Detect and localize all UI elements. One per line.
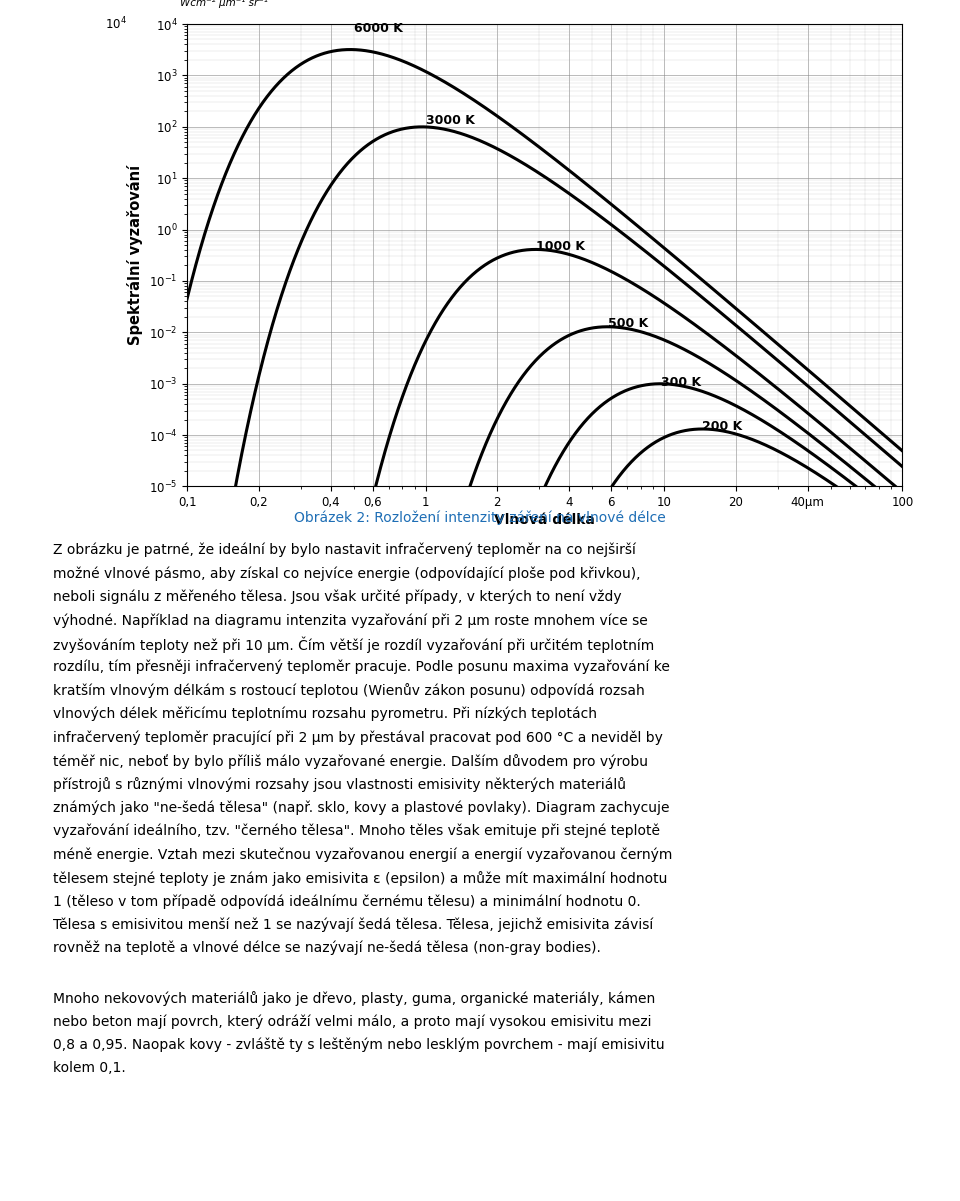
Text: přístrojů s různými vlnovými rozsahy jsou vlastnosti emisivity některých materiá: přístrojů s různými vlnovými rozsahy jso…: [53, 777, 626, 791]
Text: téměř nic, neboť by bylo příliš málo vyzařované energie. Dalším důvodem pro výro: téměř nic, neboť by bylo příliš málo vyz…: [53, 754, 648, 769]
Text: možné vlnové pásmo, aby získal co nejvíce energie (odpovídající ploše pod křivko: možné vlnové pásmo, aby získal co nejvíc…: [53, 566, 640, 581]
Text: výhodné. Například na diagramu intenzita vyzařování při 2 μm roste mnohem více s: výhodné. Například na diagramu intenzita…: [53, 613, 648, 628]
Text: vyzařování ideálního, tzv. "černého tělesa". Mnoho těles však emituje při stejné: vyzařování ideálního, tzv. "černého těle…: [53, 824, 660, 838]
Text: Wcm⁻² μm⁻¹ sr⁻¹: Wcm⁻² μm⁻¹ sr⁻¹: [180, 0, 268, 8]
Text: 300 K: 300 K: [660, 376, 701, 389]
Text: $10^4$: $10^4$: [105, 16, 127, 32]
Text: rozdílu, tím přesněji infračervený teploměr pracuje. Podle posunu maxima vyzařov: rozdílu, tím přesněji infračervený teplo…: [53, 659, 670, 675]
Text: kolem 0,1.: kolem 0,1.: [53, 1062, 126, 1075]
Text: neboli signálu z měřeného tělesa. Jsou však určité případy, v kterých to není vž: neboli signálu z měřeného tělesa. Jsou v…: [53, 590, 621, 604]
Text: Z obrázku je patrné, že ideální by bylo nastavit infračervený teploměr na co nej: Z obrázku je patrné, že ideální by bylo …: [53, 543, 636, 557]
Text: 6000 K: 6000 K: [354, 23, 402, 35]
Text: zvyšováním teploty než při 10 μm. Čím větší je rozdíl vyzařování při určitém tep: zvyšováním teploty než při 10 μm. Čím vě…: [53, 637, 654, 653]
Text: méně energie. Vztah mezi skutečnou vyzařovanou energií a energií vyzařovanou čer: méně energie. Vztah mezi skutečnou vyzař…: [53, 848, 672, 862]
Text: 1 (těleso v tom případě odpovídá ideálnímu černému tělesu) a minimální hodnotu 0: 1 (těleso v tom případě odpovídá ideální…: [53, 894, 640, 909]
Text: Obrázek 2: Rozložení intenzity záření na vlnové délce: Obrázek 2: Rozložení intenzity záření na…: [294, 510, 666, 525]
Text: rovněž na teplotě a vlnové délce se nazývají ne-šedá tělesa (non-gray bodies).: rovněž na teplotě a vlnové délce se nazý…: [53, 942, 601, 956]
Text: 500 K: 500 K: [608, 317, 648, 330]
Text: infračervený teploměr pracující při 2 μm by přestával pracovat pod 600 °C a nevi: infračervený teploměr pracující při 2 μm…: [53, 730, 662, 745]
Text: nebo beton mají povrch, který odráží velmi málo, a proto mají vysokou emisivitu : nebo beton mají povrch, který odráží vel…: [53, 1014, 651, 1029]
Text: Tělesa s emisivitou menší než 1 se nazývají šedá tělesa. Tělesa, jejichž emisivi: Tělesa s emisivitou menší než 1 se nazýv…: [53, 918, 653, 932]
Text: 0,8 a 0,95. Naopak kovy - zvláště ty s leštěným nebo lesklým povrchem - mají emi: 0,8 a 0,95. Naopak kovy - zvláště ty s l…: [53, 1038, 664, 1052]
Text: 200 K: 200 K: [703, 420, 743, 432]
Text: tělesem stejné teploty je znám jako emisivita ε (epsilon) a může mít maximální h: tělesem stejné teploty je znám jako emis…: [53, 871, 667, 885]
Text: kratším vlnovým délkám s rostoucí teplotou (Wienův zákon posunu) odpovídá rozsah: kratším vlnovým délkám s rostoucí teplot…: [53, 683, 644, 698]
X-axis label: Vlnová délka: Vlnová délka: [494, 513, 595, 527]
Text: Mnoho nekovových materiálů jako je dřevo, plasty, guma, organické materiály, kám: Mnoho nekovových materiálů jako je dřevo…: [53, 991, 655, 1005]
Text: známých jako "ne-šedá tělesa" (např. sklo, kovy a plastové povlaky). Diagram zac: známých jako "ne-šedá tělesa" (např. skl…: [53, 800, 669, 815]
Text: 1000 K: 1000 K: [536, 240, 585, 253]
Text: vlnových délek měřicímu teplotnímu rozsahu pyrometru. Při nízkých teplotách: vlnových délek měřicímu teplotnímu rozsa…: [53, 706, 597, 722]
Y-axis label: Spektrální vyzařování: Spektrální vyzařování: [127, 166, 143, 345]
Text: 3000 K: 3000 K: [425, 114, 474, 127]
